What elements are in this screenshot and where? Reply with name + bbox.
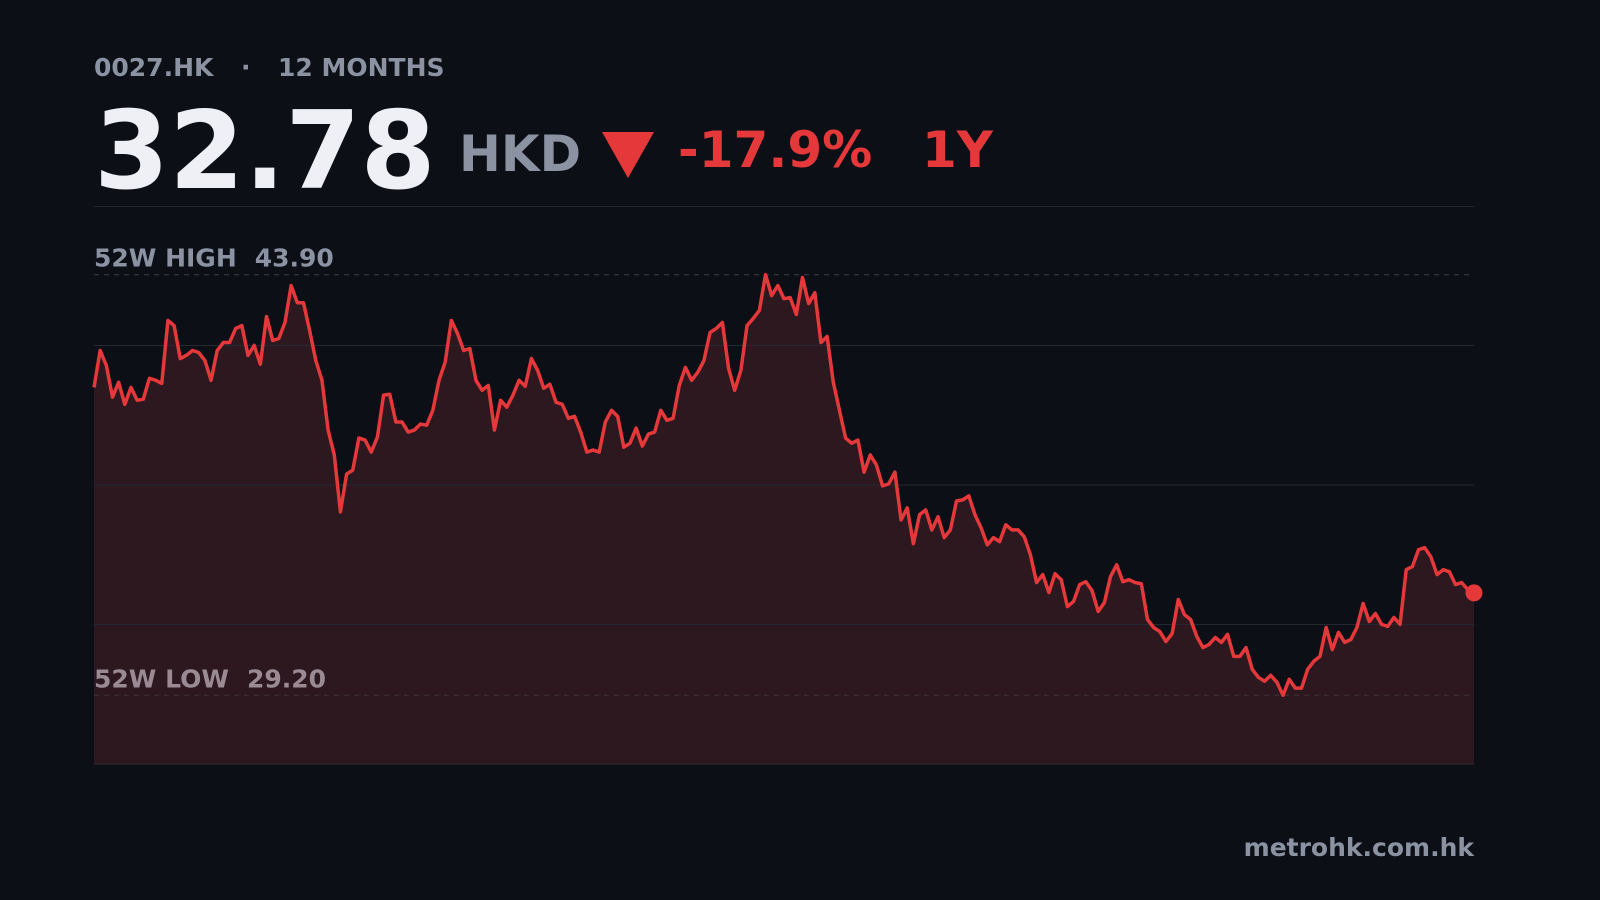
low-label-name: 52W LOW	[94, 664, 229, 693]
down-arrow	[602, 132, 654, 178]
high-label: 52W HIGH 43.90	[94, 244, 334, 273]
low-label-value: 29.20	[247, 664, 326, 693]
currency: HKD	[459, 125, 581, 183]
low-label: 52W LOW 29.20	[94, 664, 326, 693]
source: metrohk.com.hk	[1244, 833, 1476, 862]
range: 1Y	[922, 121, 994, 179]
ticker: 0027.HK	[94, 53, 215, 82]
high-label-value: 43.90	[255, 244, 334, 273]
plot: 52W HIGH 43.90 52W LOW 29.20	[92, 244, 1483, 765]
last-point	[1465, 584, 1483, 602]
high-label-name: 52W HIGH	[94, 244, 237, 273]
separator-dot: ·	[241, 53, 251, 82]
price: 32.78	[94, 89, 436, 214]
change: -17.9%	[678, 121, 872, 179]
area-fill	[94, 274, 1474, 764]
period: 12 MONTHS	[278, 53, 445, 82]
price-line	[92, 272, 1475, 698]
